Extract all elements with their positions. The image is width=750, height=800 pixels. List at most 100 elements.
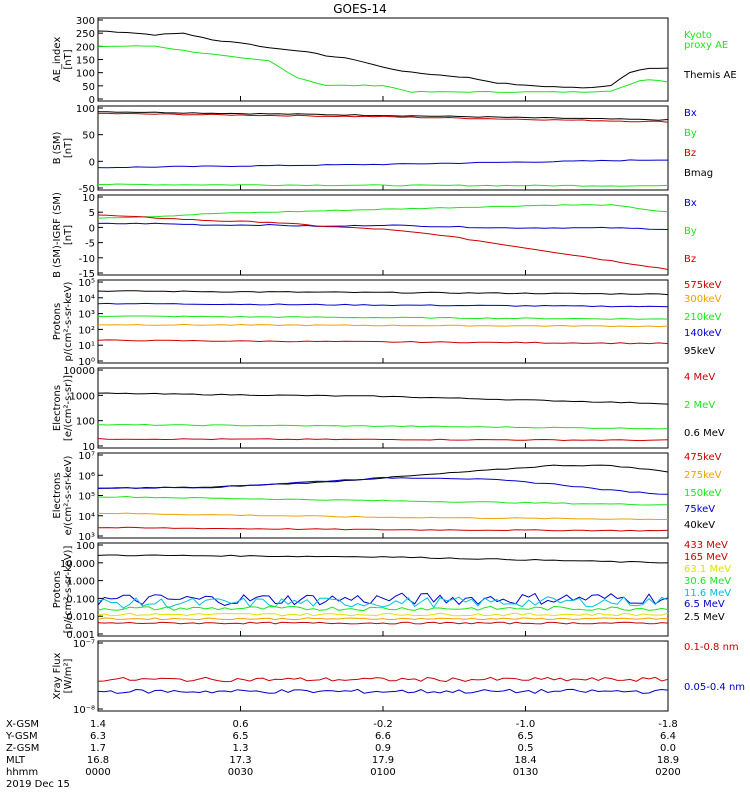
ephemeris-value: 0.6	[233, 719, 249, 730]
series-line	[97, 214, 669, 270]
series-line	[97, 464, 669, 489]
y-tick-label: 10²	[78, 325, 95, 336]
legend-entry: Themis AE	[683, 70, 737, 81]
y-tick-label: 200	[76, 42, 95, 53]
y-tick-label: 10⁵	[78, 278, 95, 289]
ephemeris-label: Z-GSM	[6, 743, 39, 754]
ephemeris-value: 17.3	[229, 755, 251, 766]
y-tick-label: 10⁻⁸	[73, 705, 95, 716]
y-tick-label: -10	[79, 254, 95, 265]
y-axis-label: [p/(cm²-s-sr-keV)]	[63, 546, 74, 634]
y-tick-label: 1.000	[66, 577, 95, 588]
y-axis-label: Protons	[52, 571, 63, 608]
series-line	[97, 204, 669, 219]
legend-entry: 75keV	[684, 504, 715, 515]
series-line	[97, 302, 669, 308]
legend-entry: 300keV	[684, 294, 722, 305]
y-axis-label: p/(cm²-s-sr-keV)	[63, 281, 74, 361]
legend-entry: 0.05-0.4 nm	[684, 682, 745, 693]
panel-frame	[97, 367, 669, 449]
series-line	[97, 621, 669, 625]
ephemeris-value: 6.5	[233, 731, 249, 742]
legend-entry: proxy AE	[684, 40, 728, 51]
series-line	[98, 315, 669, 320]
legend-entry: 165 MeV	[684, 552, 728, 563]
y-tick-label: 10⁷	[78, 451, 95, 462]
ephemeris-value: 1.3	[233, 743, 249, 754]
y-tick-label: 0.010	[66, 612, 95, 623]
ephemeris-value: 6.4	[660, 731, 676, 742]
series-line	[97, 526, 669, 532]
series-line	[97, 592, 669, 607]
legend-entry: 475keV	[684, 452, 722, 463]
ephemeris-label: 2019 Dec 15	[6, 779, 70, 790]
ephemeris-label: hhmm	[6, 767, 38, 778]
y-tick-label: 10¹	[78, 341, 95, 352]
y-tick-label: -50	[79, 184, 95, 195]
y-tick-label: 100	[76, 541, 95, 552]
y-tick-label: 10⁻⁷	[73, 639, 95, 650]
series-line	[98, 323, 669, 328]
y-tick-label: 150	[76, 56, 95, 67]
series-line	[97, 688, 669, 694]
legend-entry: 150keV	[684, 488, 722, 499]
legend-entry: Bz	[684, 254, 696, 265]
y-tick-label: 50	[82, 82, 95, 93]
series-line	[97, 423, 669, 430]
ephemeris-value: 6.6	[375, 731, 391, 742]
ephemeris-label: X-GSM	[6, 719, 39, 730]
y-tick-label: 10	[82, 193, 95, 204]
y-tick-label: 10000	[63, 366, 95, 377]
ephemeris-value: -1.8	[658, 719, 678, 730]
y-axis-label: [nT]	[63, 49, 74, 69]
y-tick-label: 100	[76, 104, 95, 115]
y-tick-label: 100	[76, 69, 95, 80]
series-line	[97, 290, 669, 296]
ephemeris-value: 16.8	[87, 755, 109, 766]
series-line	[97, 605, 669, 612]
y-tick-label: 0	[89, 95, 95, 106]
y-tick-label: 0.001	[66, 630, 95, 641]
legend-entry: 6.5 MeV	[684, 599, 725, 610]
y-tick-label: 10⁴	[78, 512, 95, 523]
series-line	[97, 222, 669, 230]
y-axis-label: [e/(cm²-s-sr)]	[63, 375, 74, 441]
y-axis-label: B (SM)-IGRF (SM)	[52, 192, 63, 278]
legend-entry: By	[684, 226, 697, 237]
y-tick-label: 10³	[78, 310, 95, 321]
series-line	[97, 392, 669, 405]
y-axis-label: Xray Flux	[52, 652, 63, 699]
y-tick-label: -5	[85, 239, 95, 250]
legend-entry: 63.1 MeV	[684, 564, 731, 575]
y-tick-label: 10.000	[60, 559, 95, 570]
y-tick-label: 10⁵	[78, 492, 95, 503]
y-axis-label: AE_index	[52, 37, 63, 83]
ephemeris-value: 6.5	[518, 731, 534, 742]
legend-entry: Bx	[684, 198, 697, 209]
legend-entry: 2 MeV	[684, 400, 715, 411]
ephemeris-value: -1.0	[516, 719, 536, 730]
legend-entry: 0.6 MeV	[684, 428, 725, 439]
ephemeris-value: 1.4	[90, 719, 106, 730]
panel-frame	[97, 194, 669, 276]
ephemeris-value: -0.2	[373, 719, 393, 730]
legend-entry: 11.6 MeV	[684, 588, 731, 599]
legend-entry: Bz	[684, 148, 696, 159]
legend-entry: 433 MeV	[684, 540, 728, 551]
series-line	[97, 183, 669, 187]
ephemeris-value: 0.0	[660, 743, 676, 754]
legend-entry: 4 MeV	[684, 372, 715, 383]
series-line	[97, 111, 669, 121]
y-axis-label: B (SM)	[52, 131, 63, 164]
y-tick-label: 300	[76, 16, 95, 27]
legend-entry: 40keV	[684, 520, 715, 531]
y-tick-label: 10³	[78, 532, 95, 543]
legend-entry: 210keV	[684, 312, 722, 323]
ephemeris-value: 0100	[370, 767, 395, 778]
y-axis-label: [nT]	[63, 225, 74, 245]
series-line	[97, 596, 669, 609]
y-tick-label: 5	[89, 208, 95, 219]
ephemeris-value: 0.5	[518, 743, 534, 754]
